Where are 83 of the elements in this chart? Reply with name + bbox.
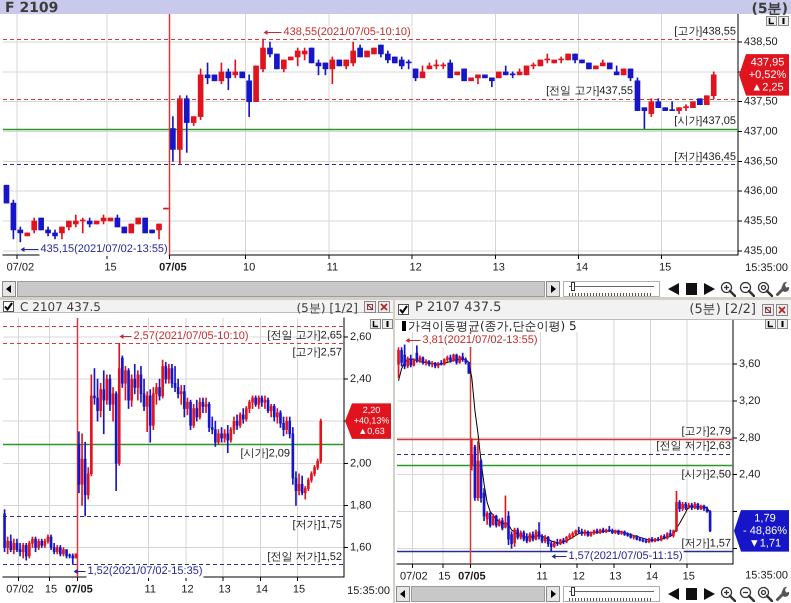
x-tick-label: 15 — [682, 570, 695, 583]
x-tick-label: 15 — [44, 584, 58, 596]
y-tick-label: 1,60 — [350, 542, 372, 554]
text: +0,52% — [748, 68, 787, 81]
x-tick-label: 07/05 — [65, 584, 93, 596]
y-tick-label: 2,80 — [739, 432, 760, 444]
chart-title: F 2109 — [5, 0, 58, 16]
y-tick-label: 2,40 — [350, 373, 372, 386]
x-tick-label: 14 — [256, 584, 268, 596]
ref-line-label: [전일 저가]2,63 — [656, 440, 731, 452]
x-tick-label: 12 — [181, 584, 194, 596]
candlestick — [264, 396, 266, 409]
x-tick-label: 15 — [438, 570, 450, 583]
x-tick-label: 07/02 — [400, 570, 428, 583]
x-tick-label: 12 — [409, 262, 422, 274]
text: +40,13% — [354, 416, 390, 426]
x-tick-label: 11 — [536, 570, 548, 583]
x-tick-label: 11 — [144, 584, 156, 596]
annotation: 435,15(2021/07/02-13:55) — [40, 243, 168, 255]
x-tick-label: 15 — [659, 262, 672, 274]
chart-subtitle: (5분) [1/2] — [296, 300, 358, 315]
annotation: 3,81(2021/07/02-13:55) — [422, 334, 538, 346]
ref-line-label: [시가]2,50 — [681, 468, 732, 480]
x-tick-label: 15 — [104, 262, 117, 274]
x-tick-label: 11 — [326, 262, 338, 274]
y-tick-label: 438,50 — [744, 36, 778, 48]
ref-line-label: [저가]436,45 — [674, 150, 736, 163]
annotation: 1,57(2021/07/05-11:15) — [568, 550, 683, 562]
text: ▼1,71 — [748, 537, 782, 550]
candlestick — [504, 496, 507, 528]
x-tick-label: 07/05 — [458, 570, 486, 583]
y-tick-label: 436,50 — [744, 155, 778, 168]
ref-line-label: [전일 고가]437,55 — [546, 85, 634, 98]
candlestick — [18, 542, 22, 556]
text: - 48,86% — [742, 524, 788, 537]
candlestick — [204, 398, 208, 414]
chart-title: C 2107 437.5 — [20, 300, 101, 314]
y-tick-label: 1,80 — [350, 499, 372, 512]
x-tick-label: 07/02 — [6, 262, 34, 274]
text: (5분) — [751, 0, 788, 17]
x-tick-label: 14 — [576, 262, 588, 274]
ref-line-label: [고가]2,79 — [681, 425, 732, 438]
y-tick-label: 2,00 — [350, 457, 372, 470]
ref-line-label: [저가]1,57 — [681, 538, 732, 550]
x-tick-label: 10 — [243, 262, 256, 274]
text: 15:35:00 — [745, 570, 788, 582]
y-tick-label: 435,50 — [744, 215, 778, 228]
y-tick-label: 437,00 — [744, 126, 778, 138]
ref-line-label: [고가]438,55 — [674, 26, 736, 38]
text: 2,20 — [362, 405, 380, 416]
ref-line-label: [고가]2,57 — [292, 346, 342, 358]
annotation: 438,55(2021/07/05-10:10) — [284, 26, 411, 38]
y-tick-label: 437,50 — [744, 96, 778, 108]
legend-label: 가격이동평균(종가,단순이평) 5 — [408, 319, 577, 333]
text: 437,95 — [750, 56, 784, 68]
y-tick-label: 436,00 — [744, 185, 778, 198]
text: 15:35:00 — [745, 262, 788, 274]
y-tick-label: 2,60 — [350, 330, 372, 343]
y-tick-label: 435,00 — [744, 244, 778, 257]
text: 15:35:00 — [347, 585, 390, 598]
chart-title: P 2107 437.5 — [415, 300, 502, 317]
text: ▲0,63 — [358, 426, 385, 436]
ref-line-label: [시가]2,09 — [240, 447, 290, 460]
ref-line-label: [전일 고가]2,65 — [267, 329, 342, 342]
x-tick-label: 07/02 — [6, 584, 34, 596]
x-tick-label: 13 — [218, 584, 231, 596]
text: ▲2,25 — [751, 81, 784, 94]
x-tick-label: 12 — [572, 570, 585, 583]
y-tick-label: 2,40 — [739, 468, 760, 481]
ref-line-label: [시가]437,05 — [674, 115, 736, 128]
x-tick-label: 07/05 — [159, 262, 187, 274]
x-tick-label: 14 — [646, 570, 658, 583]
text: 1,79 — [754, 512, 776, 524]
y-tick-label: 3,60 — [739, 358, 760, 370]
x-tick-label: 13 — [492, 262, 505, 274]
x-tick-label: 13 — [609, 570, 622, 583]
chart-subtitle: (5분) [2/2] — [689, 301, 756, 319]
ref-line-label: [저가]1,75 — [292, 518, 342, 531]
ref-line-label: [전일 저가]1,52 — [267, 550, 342, 563]
y-tick-label: 3,20 — [739, 395, 760, 408]
annotation: 2,57(2021/07/05-10:10) — [134, 330, 248, 342]
x-tick-label: 15 — [292, 584, 306, 596]
annotation: 1,52(2021/07/02-15:35) — [88, 565, 202, 577]
